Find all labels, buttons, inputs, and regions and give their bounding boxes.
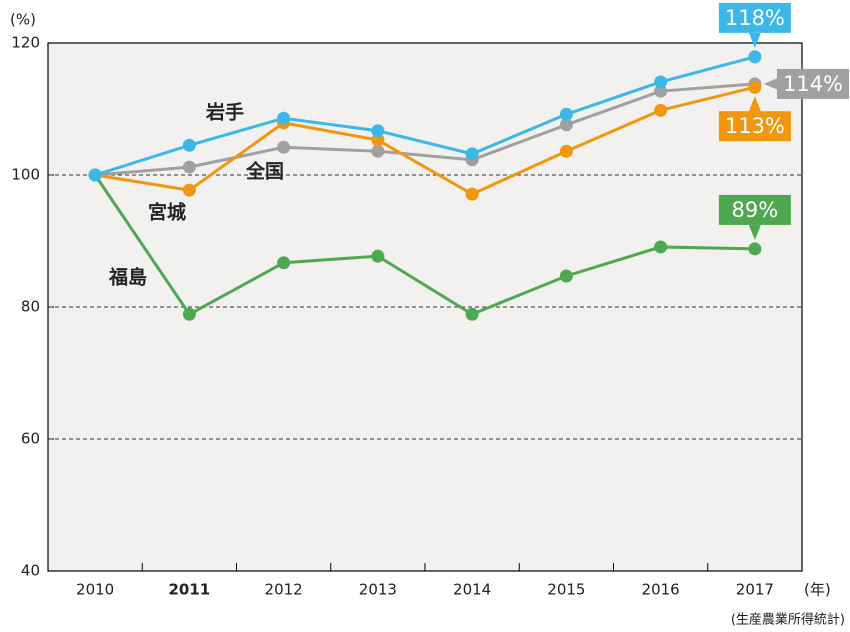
series-name: 岩手: [205, 101, 244, 124]
x-tick-label: 2016: [642, 581, 680, 599]
data-point: [559, 107, 573, 121]
y-tick-label: 120: [11, 34, 40, 52]
data-point: [559, 118, 573, 132]
data-point: [465, 147, 479, 161]
y-tick-label: 60: [21, 430, 40, 448]
x-tick-label: 2010: [76, 581, 114, 599]
x-axis-unit: (年): [804, 581, 831, 599]
data-point: [465, 307, 479, 321]
label-pointer: [763, 77, 778, 90]
x-tick-label: 2017: [736, 581, 774, 599]
data-point: [371, 124, 385, 138]
data-point: [88, 168, 102, 182]
label-box: [777, 68, 849, 99]
x-tick-label: 2014: [453, 581, 491, 599]
data-point: [371, 249, 385, 263]
data-point: [748, 50, 762, 64]
series-line: [94, 85, 756, 196]
label-box: [718, 2, 791, 33]
data-point: [371, 133, 385, 147]
plot-background: [48, 43, 802, 571]
series-line: [93, 174, 755, 317]
y-axis-label: (%): [10, 11, 36, 29]
series-name: 全国: [245, 160, 284, 183]
data-point: [182, 138, 196, 152]
series-name: 宮城: [148, 201, 186, 224]
y-tick-label: 100: [11, 166, 40, 184]
data-point: [748, 242, 762, 256]
data-point: [182, 307, 196, 321]
series-name: 福島: [108, 266, 147, 289]
x-tick-label: 2012: [265, 581, 303, 599]
data-point: [277, 256, 291, 270]
data-point: [559, 269, 573, 283]
source: (生産農業所得統計): [731, 612, 845, 628]
data-point: [371, 144, 385, 158]
data-point: [277, 111, 291, 125]
label-box: [718, 111, 791, 142]
data-label: 118%: [725, 6, 785, 30]
series-line: [94, 82, 755, 177]
data-point: [654, 75, 668, 89]
series-line: [94, 55, 756, 177]
x-tick-label: 2013: [359, 581, 397, 599]
data-label: 113%: [725, 114, 785, 138]
data-label: 114%: [783, 72, 843, 96]
data-point: [182, 160, 196, 174]
data-point: [465, 187, 479, 201]
y-tick-label: 80: [21, 298, 40, 316]
data-point: [277, 140, 291, 154]
data-point: [654, 240, 668, 254]
data-point: [559, 144, 573, 158]
data-point: [654, 103, 668, 117]
label-pointer: [748, 96, 761, 112]
x-tick-label: 2011: [169, 581, 211, 599]
data-point: [654, 84, 668, 98]
data-point: [748, 80, 762, 94]
label-pointer: [748, 32, 761, 48]
x-tick-label: 2015: [547, 581, 585, 599]
label-box: [718, 194, 791, 225]
y-tick-label: 40: [21, 562, 40, 580]
label-pointer: [748, 224, 761, 240]
data-label: 89%: [732, 198, 779, 222]
data-point: [182, 183, 196, 197]
